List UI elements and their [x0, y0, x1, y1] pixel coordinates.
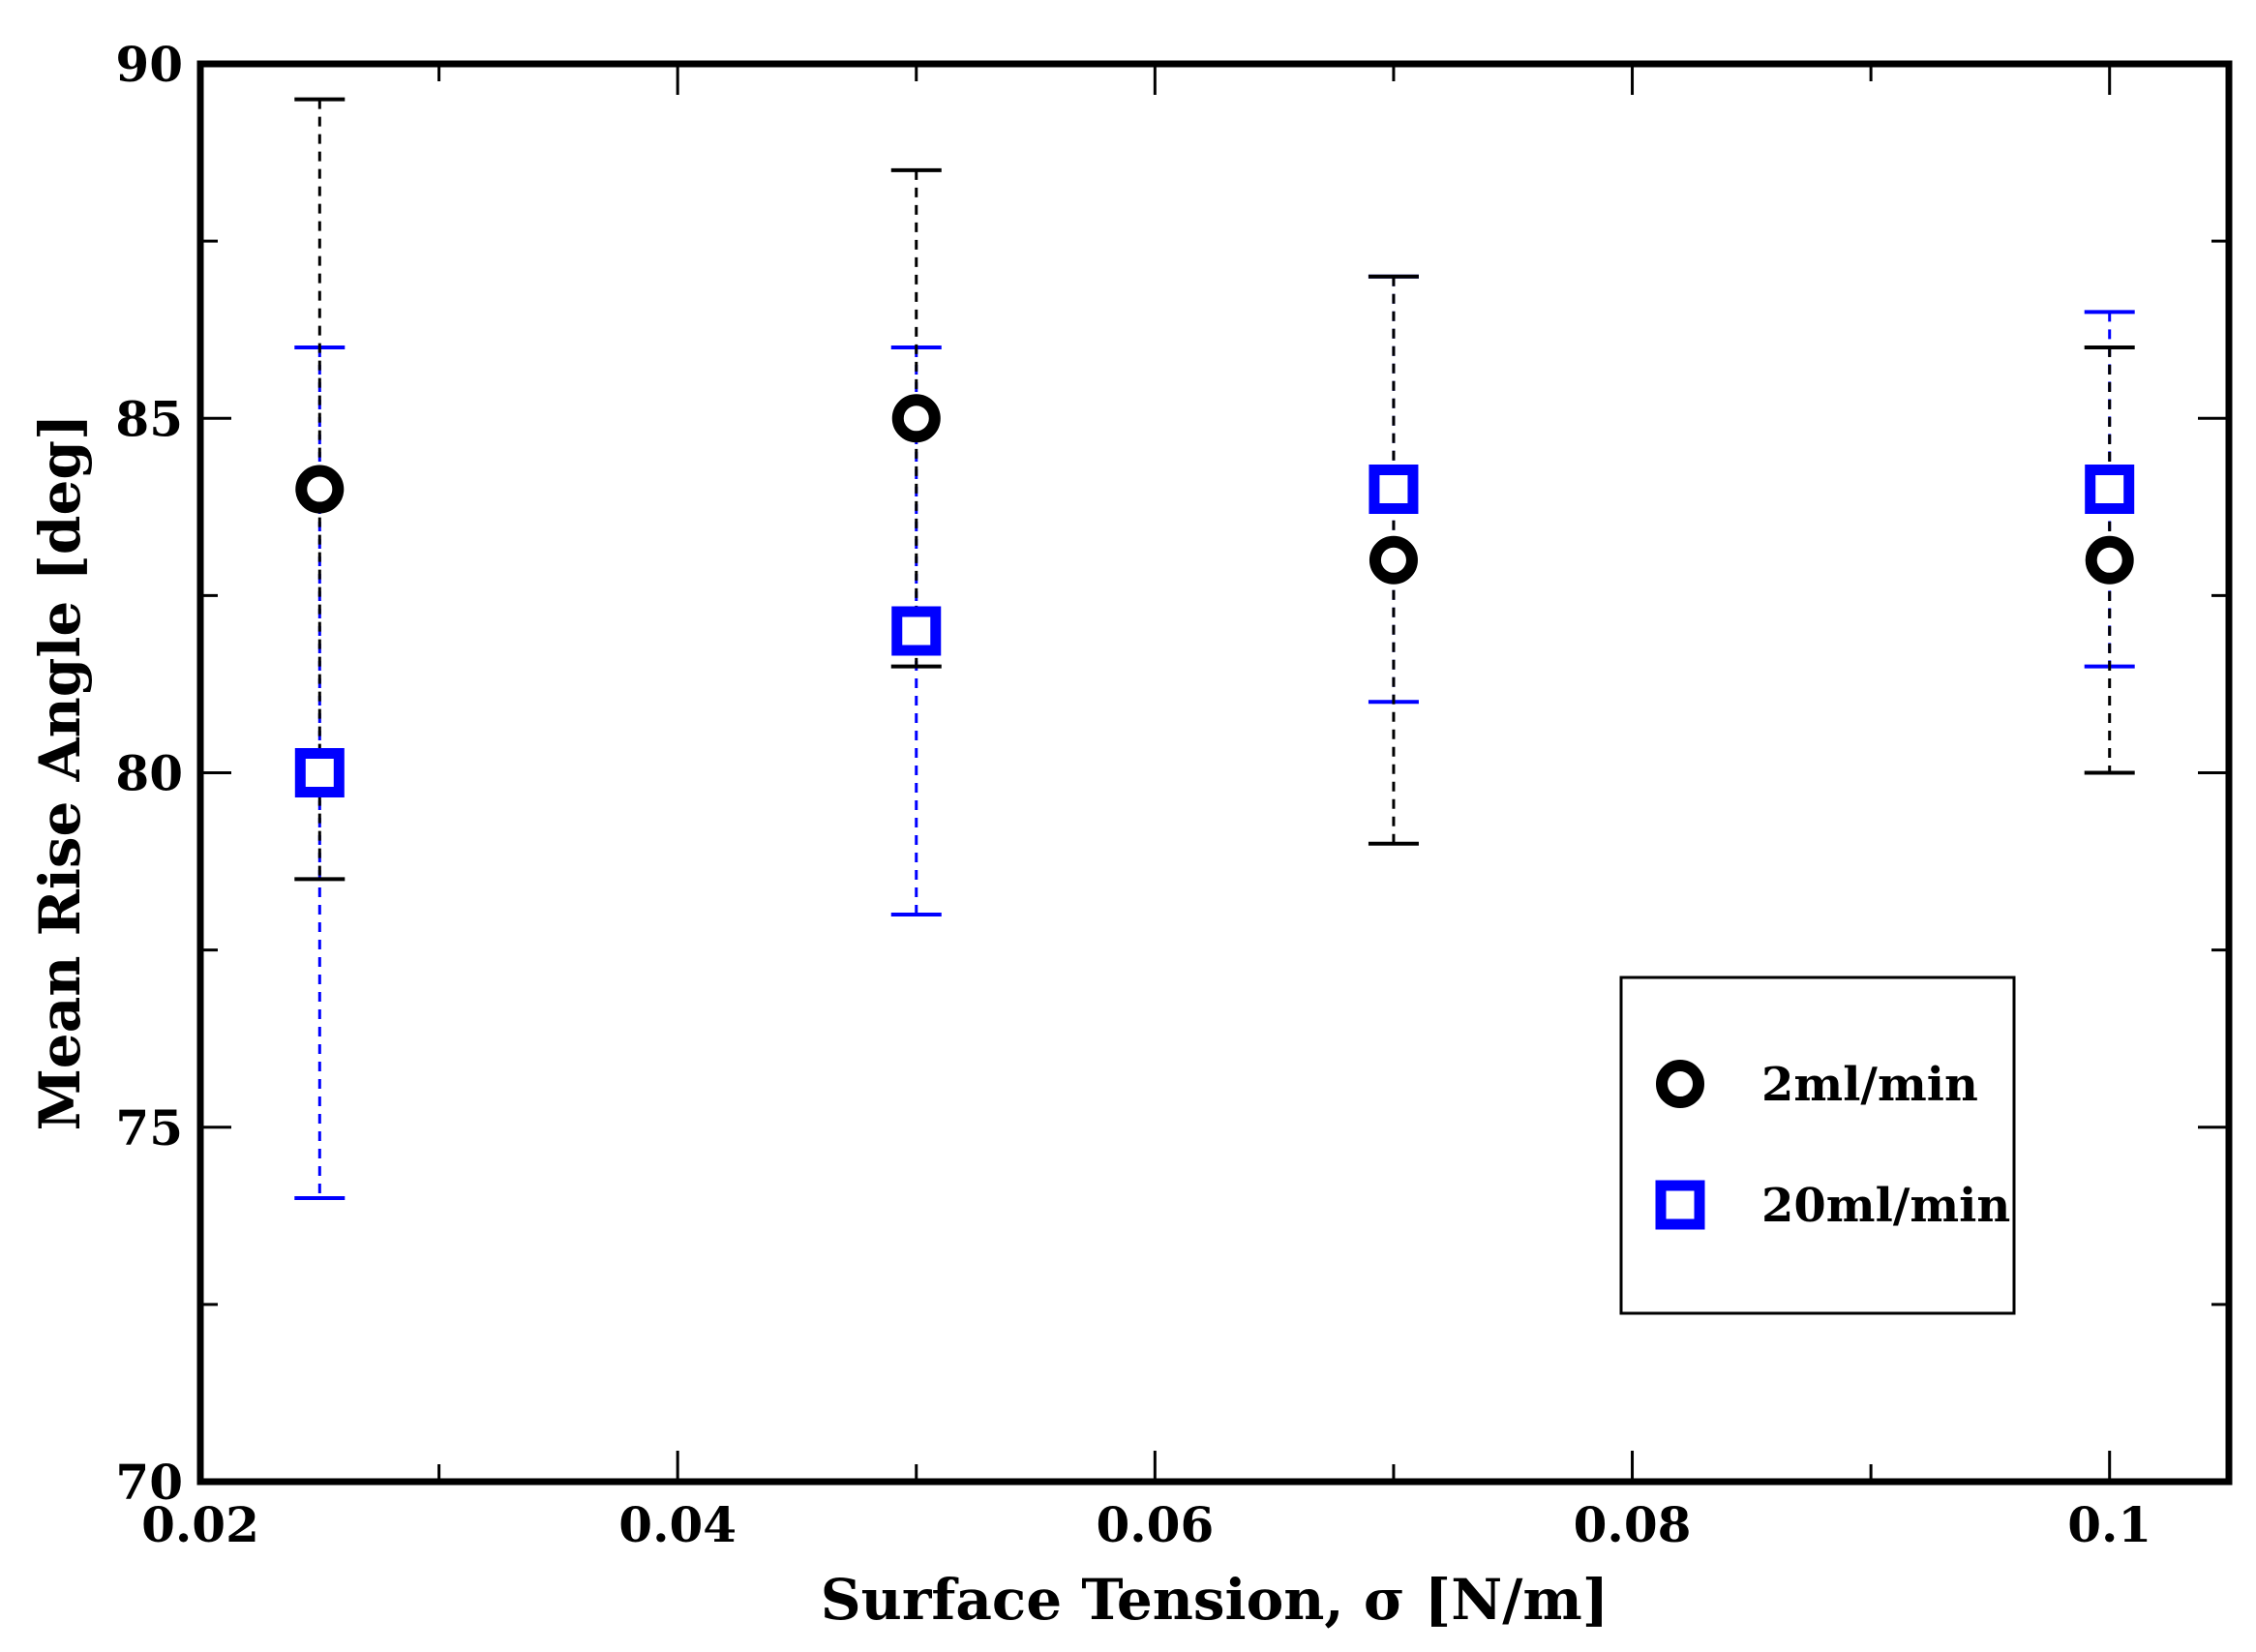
legend-marker-circle: [1656, 1060, 1704, 1108]
legend-label: 2ml/min: [1761, 1058, 1978, 1112]
legend-marker-square: [1655, 1180, 1705, 1230]
legend-label: 20ml/min: [1761, 1179, 2010, 1233]
square-marker: [891, 606, 942, 656]
y-tick-label: 80: [115, 745, 183, 802]
y-tick-label: 90: [115, 36, 183, 93]
circle-marker: [2085, 535, 2134, 585]
x-tick-label: 0.08: [1574, 1496, 1692, 1553]
legend-items: 2ml/min 20ml/min: [1655, 1058, 2010, 1233]
square-marker: [1369, 465, 1419, 514]
y-axis-title: Mean Rise Angle [deg]: [27, 414, 93, 1131]
plot-frame: [196, 60, 2233, 1486]
x-tick-label: 0.02: [141, 1496, 259, 1553]
legend-box: [1619, 976, 2016, 1315]
x-tick-label: 0.04: [618, 1496, 737, 1553]
x-tick-label: 0.06: [1096, 1496, 1214, 1553]
square-marker: [294, 748, 345, 797]
y-tick-label: 85: [115, 390, 183, 447]
tick-labels: 0.02 0.04 0.06 0.08 0.1 70 75 80 85 90: [115, 36, 2151, 1553]
circle-marker: [891, 394, 941, 443]
y-tick-label: 75: [115, 1099, 183, 1156]
y-tick-label: 70: [115, 1454, 183, 1511]
circle-marker: [1369, 535, 1418, 585]
x-tick-label: 0.1: [2067, 1496, 2151, 1553]
square-marker: [2085, 465, 2135, 514]
circle-marker: [295, 465, 345, 514]
legend: 2ml/min 20ml/min: [1619, 976, 2016, 1315]
data-points: [294, 394, 2135, 797]
x-axis-title: Surface Tension, σ [N/m]: [821, 1567, 1609, 1633]
